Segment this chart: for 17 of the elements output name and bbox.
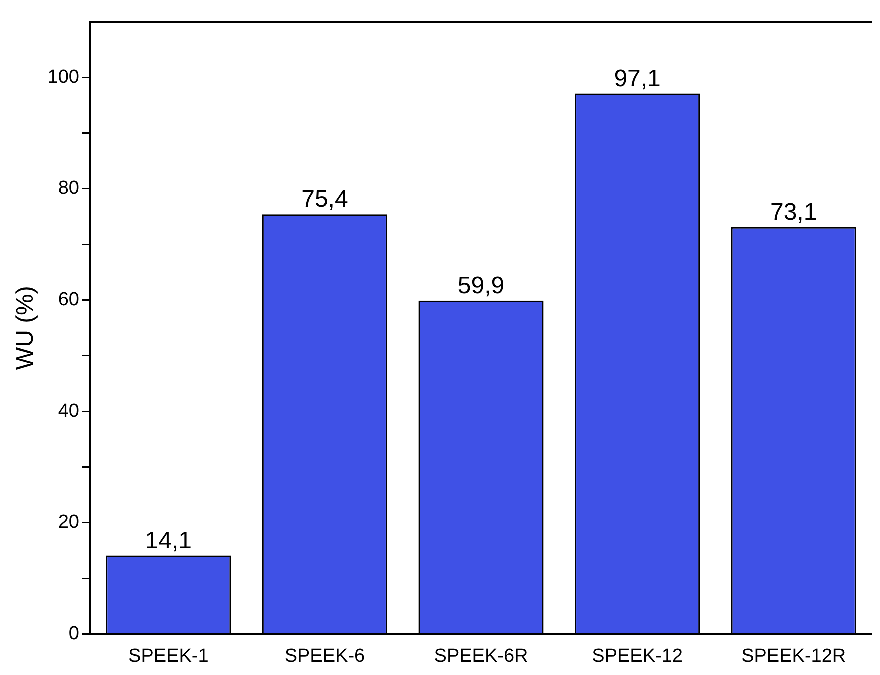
y-tick-label: 60	[58, 290, 80, 311]
data-label: 73,1	[770, 198, 818, 226]
x-tick-label: SPEEK-12R	[742, 646, 846, 667]
y-tick-label: 80	[58, 178, 80, 200]
y-tick-label: 40	[58, 400, 80, 422]
data-label: 14,1	[145, 527, 192, 554]
x-tick-label: SPEEK-6R	[434, 646, 528, 667]
x-tick-label: SPEEK-1	[128, 646, 209, 667]
y-axis-title: WU (%)	[12, 286, 40, 370]
y-tick-label: 100	[48, 66, 80, 88]
data-label: 75,4	[302, 186, 348, 214]
data-label: 59,9	[458, 272, 505, 300]
x-tick-label: SPEEK-6	[284, 646, 366, 667]
y-tick-label: 0	[68, 623, 80, 644]
y-tick-label: 20	[58, 512, 80, 534]
x-tick-label: SPEEK-12	[592, 646, 683, 667]
data-label: 97,1	[614, 65, 661, 92]
